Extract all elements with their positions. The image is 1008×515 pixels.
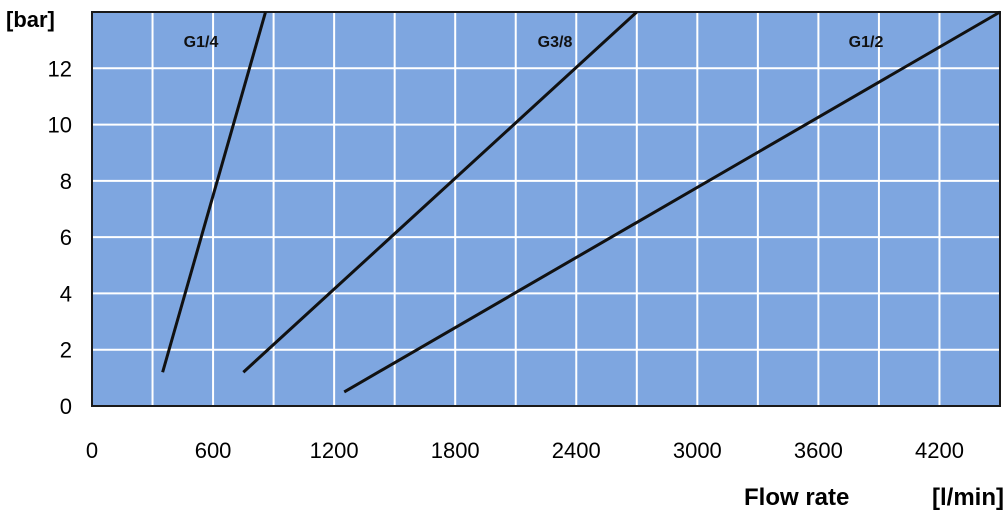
- y-tick-label: 12: [48, 56, 72, 81]
- x-axis-ticks: 0 600 1200 1800 2400 3000 3600 4200: [86, 438, 964, 463]
- y-tick-label: 6: [60, 225, 72, 250]
- series-label-2: G3/8: [538, 34, 573, 51]
- x-tick-label: 0: [86, 438, 98, 463]
- series-label-3: G1/2: [849, 34, 884, 51]
- series-labels: G1/4 G3/8 G1/2: [184, 34, 884, 51]
- x-axis-unit: [l/min]: [932, 484, 1004, 511]
- series-lines: [161, 10, 1001, 394]
- series-line-1: [161, 11, 267, 373]
- y-axis-ticks: 0 2 4 6 8 10 12: [48, 56, 72, 419]
- x-tick-label: 1200: [310, 438, 359, 463]
- grid-lines: [91, 11, 1001, 407]
- x-axis-label: Flow rate: [744, 484, 849, 511]
- x-tick-label: 3000: [673, 438, 722, 463]
- series-line-2: [242, 10, 638, 374]
- series-line-3: [343, 10, 1001, 394]
- y-tick-label: 10: [48, 113, 72, 138]
- x-tick-label: 3600: [794, 438, 843, 463]
- x-tick-label: 4200: [915, 438, 964, 463]
- plot-background: [92, 12, 1000, 406]
- y-tick-label: 4: [60, 281, 72, 306]
- y-tick-label: 8: [60, 169, 72, 194]
- series-label-1: G1/4: [184, 34, 219, 51]
- x-tick-label: 2400: [552, 438, 601, 463]
- x-tick-label: 600: [195, 438, 232, 463]
- x-tick-label: 1800: [431, 438, 480, 463]
- plot-frame: [91, 11, 1001, 407]
- plot-area: [92, 12, 1000, 406]
- y-axis-label: [bar]: [6, 7, 55, 32]
- y-tick-label: 2: [60, 338, 72, 363]
- y-tick-label: 0: [60, 394, 72, 419]
